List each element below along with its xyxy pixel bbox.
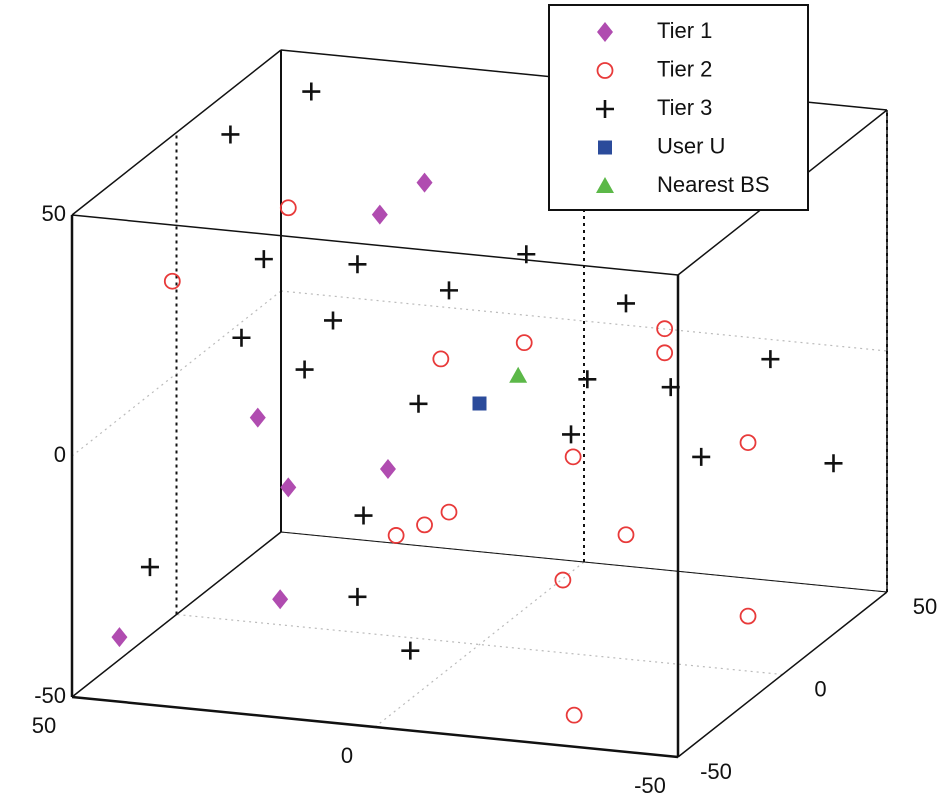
- point: [163, 272, 181, 290]
- point: [564, 448, 582, 466]
- point: [254, 250, 273, 269]
- point: [692, 447, 711, 466]
- point: [348, 587, 367, 606]
- point: [824, 454, 843, 473]
- z-tick-label: -50: [34, 683, 66, 708]
- z-tick-label: 50: [42, 201, 66, 226]
- point: [302, 82, 321, 101]
- point: [440, 503, 458, 521]
- point: [354, 506, 373, 525]
- point: [565, 706, 583, 724]
- point: [379, 458, 396, 479]
- point: [279, 199, 297, 217]
- box-edge: [71, 695, 679, 759]
- point: [432, 350, 450, 368]
- legend-marker: [596, 177, 614, 193]
- legend-label: Tier 3: [657, 95, 712, 120]
- x-tick-label: 50: [32, 713, 56, 738]
- point: [249, 407, 266, 428]
- point: [616, 294, 635, 313]
- legend-marker: [596, 100, 614, 118]
- grid-line: [374, 561, 585, 728]
- point: [509, 366, 528, 383]
- point: [661, 378, 680, 397]
- point: [739, 434, 757, 452]
- point: [232, 328, 251, 347]
- point: [617, 526, 635, 544]
- point: [416, 516, 433, 534]
- legend-label: Tier 2: [657, 56, 712, 81]
- box-edge: [71, 531, 282, 698]
- legend-marker: [597, 22, 613, 42]
- point: [761, 350, 780, 369]
- x-tick-label: -50: [634, 773, 666, 798]
- legend-label: Tier 1: [657, 18, 712, 43]
- point: [515, 334, 533, 352]
- point: [578, 370, 597, 389]
- y-tick-label: 0: [814, 676, 826, 701]
- point: [280, 477, 297, 498]
- ticks: -50 0 50 -50 0 50 -50 0 50: [32, 201, 937, 798]
- marks: [111, 82, 843, 724]
- point: [111, 627, 128, 648]
- point: [409, 394, 428, 413]
- point: [387, 527, 405, 544]
- legend: Tier 1 Tier 2 Tier 3 User U Nearest BS: [548, 4, 809, 211]
- point: [562, 425, 581, 444]
- legend-box: [548, 4, 809, 211]
- point: [472, 396, 487, 411]
- grid-line: [71, 290, 282, 457]
- point: [656, 320, 674, 338]
- point: [295, 360, 314, 379]
- box-edge: [677, 591, 888, 758]
- point: [554, 571, 572, 589]
- point: [401, 641, 420, 660]
- legend-label: User U: [657, 133, 725, 158]
- point: [324, 311, 343, 330]
- point: [739, 607, 757, 625]
- y-tick-label: -50: [700, 759, 732, 784]
- point: [140, 558, 159, 577]
- x-tick-label: 0: [341, 743, 353, 768]
- point: [348, 255, 367, 274]
- point: [439, 281, 458, 300]
- box-edge: [71, 214, 679, 276]
- point: [221, 125, 240, 144]
- y-tick-label: 50: [913, 594, 937, 619]
- point: [272, 589, 289, 610]
- point: [656, 344, 674, 362]
- z-tick-label: 0: [54, 442, 66, 467]
- point: [371, 204, 388, 225]
- legend-label: Nearest BS: [657, 172, 770, 197]
- point: [517, 245, 536, 264]
- box-edge: [71, 49, 282, 216]
- box-edge: [280, 531, 888, 593]
- legend-marker: [598, 140, 612, 155]
- point: [416, 172, 433, 193]
- legend-marker: [596, 62, 614, 79]
